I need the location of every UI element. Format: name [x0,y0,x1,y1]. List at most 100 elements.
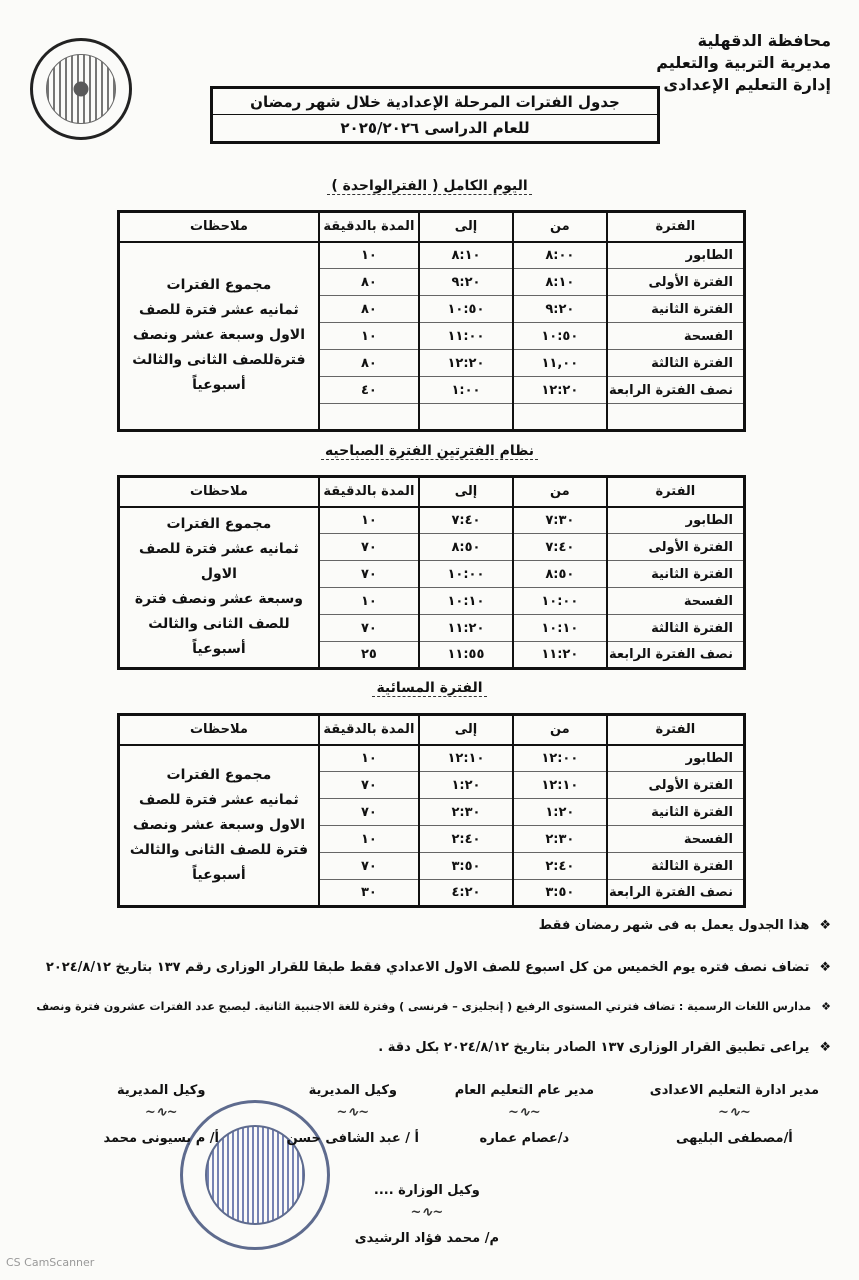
cell: ٤٠ [317,376,419,404]
cell: نصف الفترة الرابعة [605,641,745,669]
cell: ١١:٢٠ [511,641,607,669]
column-header: المدة بالدقيقة [317,714,419,746]
cell: الفترة الأولى [605,268,745,296]
table-row: الفترة الثانية ١:٢٠ ٢:٣٠ ٧٠ [119,798,745,826]
cell: ١٢:٢٠ [418,349,513,377]
cell: ٨٠ [317,349,419,377]
cell: ٧٠ [317,614,419,642]
table-row: الفسحة ١٠:٠٠ ١٠:١٠ ١٠ [119,587,745,615]
cell: ١١:٥٥ [418,641,513,669]
section-heading: الفترة المسائية [0,680,859,697]
cell: ٧:٤٠ [418,506,513,534]
table-row: الفترة الثالثة ٢:٤٠ ٣:٥٠ ٧٠ [119,852,745,880]
column-header: ملاحظات [117,211,319,243]
cell: الطابور [605,241,745,269]
cell: ٣٠ [317,879,419,907]
cell: ٣:٥٠ [418,852,513,880]
column-header: إلى [418,476,513,508]
notes-cell: مجموع الفترات ثمانيه عشر فترة للصف الاول و… [117,241,319,431]
cell: ٧٠ [317,533,419,561]
cell: ١١:٢٠ [418,614,513,642]
cell: ١٢:٢٠ [511,376,607,404]
column-header: إلى [418,714,513,746]
official-stamp [180,1100,330,1250]
table-header-row: الفترة من إلى المدة بالدقيقة ملاحظات [117,476,745,508]
issuing-authority: محافظة الدقهلية مديرية التربية والتعليم … [656,31,831,94]
scanner-watermark: CS CamScanner [6,1256,95,1269]
table-row: نصف الفترة الرابعة ٣:٥٠ ٤:٢٠ ٣٠ [119,879,745,907]
cell: ٢:٤٠ [511,852,607,880]
signature-block: مدير ادارة التعليم الاعدادى ~∿~ أ/مصطفى ال… [649,1083,819,1146]
table-row: الفترة الأولى ١٢:١٠ ١:٢٠ ٧٠ [119,771,745,799]
cell: ٧٠ [317,852,419,880]
cell: ٤:٢٠ [418,879,513,907]
signature-block: مدير عام التعليم العام ~∿~ د/عصام عماره [454,1083,594,1146]
cell: ٢:٣٠ [511,825,607,853]
signature-block: وكيل المديرية ~∿~ أ / عبد الشافى حسن [286,1083,419,1146]
cell: ١٠ [317,744,419,772]
cell: ٨:١٠ [418,241,513,269]
cell: ١٠:١٠ [418,587,513,615]
cell: ٨:٥٠ [418,533,513,561]
handwritten-signature: ~∿~ [144,1105,178,1120]
cell: ١٠ [317,506,419,534]
cell: ٨٠ [317,295,419,323]
column-header: الفترة [605,714,745,746]
handwritten-signature: ~∿~ [336,1105,370,1120]
cell: الفترة الأولى [605,533,745,561]
table-header-row: الفترة من إلى المدة بالدقيقة ملاحظات [117,211,745,243]
column-header: إلى [418,211,513,243]
cell: ٨٠ [317,268,419,296]
signature-block: وكيل الوزارة .... ~∿~ م/ محمد فؤاد الرشيدى [354,1183,499,1246]
bullet-icon: ❖ [819,918,831,933]
cell: الفترة الثالثة [605,614,745,642]
cell: الفترة الثانية [605,560,745,588]
table-row: الفترة الأولى ٧:٤٠ ٨:٥٠ ٧٠ [119,533,745,561]
table-row: الفترة الثالثة ١١,٠٠ ١٢:٢٠ ٨٠ [119,349,745,377]
cell: ١٢:١٠ [511,771,607,799]
table-row: الفترة الثانية ٨:٥٠ ١٠:٠٠ ٧٠ [119,560,745,588]
cell: الفترة الثالثة [605,852,745,880]
ministry-logo-seal [30,38,132,140]
cell: الفترة الثانية [605,798,745,826]
column-header: من [511,714,607,746]
note-bullet: ❖يراعى تطبيق القرار الوزارى ١٣٧ الصادر ب… [378,1040,831,1055]
cell: ١١:٠٠ [418,322,513,350]
cell: ٧٠ [317,798,419,826]
cell: ٣:٥٠ [511,879,607,907]
section-heading: اليوم الكامل ( الفترالواحدة ) [0,178,859,195]
schedule-table: الفترة من إلى المدة بالدقيقة ملاحظات الطابور ٨… [117,210,746,432]
bullet-icon: ❖ [821,1000,831,1013]
column-header: الفترة [605,476,745,508]
handwritten-signature: ~∿~ [718,1105,751,1120]
cell: ١٢:٠٠ [511,744,607,772]
column-header: من [511,476,607,508]
cell: ١:٢٠ [418,771,513,799]
cell: ٧:٤٠ [511,533,607,561]
column-header: ملاحظات [117,476,319,508]
column-header: الفترة [605,211,745,243]
notes-cell: مجموع الفترات ثمانيه عشر فترة للصف الاول و… [117,506,319,669]
cell: ٧٠ [317,771,419,799]
table-row: نصف الفترة الرابعة ١٢:٢٠ ١:٠٠ ٤٠ [119,376,745,404]
table-row: الفسحة ٢:٣٠ ٢:٤٠ ١٠ [119,825,745,853]
handwritten-signature: ~∿~ [410,1205,444,1220]
cell: نصف الفترة الرابعة [605,879,745,907]
cell: ٧:٣٠ [511,506,607,534]
cell: ١٠:٥٠ [511,322,607,350]
cell: ٩:٢٠ [511,295,607,323]
cell: الفسحة [605,587,745,615]
cell: ٨:٥٠ [511,560,607,588]
cell: ١٠:٥٠ [418,295,513,323]
schedule-table: الفترة من إلى المدة بالدقيقة ملاحظات الطابور ٧… [117,475,746,670]
cell: ٢:٤٠ [418,825,513,853]
table-header-row: الفترة من إلى المدة بالدقيقة ملاحظات [117,714,745,746]
table-row: نصف الفترة الرابعة ١١:٢٠ ١١:٥٥ ٢٥ [119,641,745,669]
section-heading: نظام الفترتين الفترة الصباحيه [0,443,859,460]
table-row: الفترة الثالثة ١٠:١٠ ١١:٢٠ ٧٠ [119,614,745,642]
cell: نصف الفترة الرابعة [605,376,745,404]
table-row: الطابور ١٢:٠٠ ١٢:١٠ ١٠ مجموع الفترات ثمانيه ع… [117,744,745,907]
bullet-icon: ❖ [819,1040,831,1055]
note-bullet: ❖هذا الجدول يعمل به فى شهر رمضان فقط [538,918,831,933]
cell: ١:٠٠ [418,376,513,404]
